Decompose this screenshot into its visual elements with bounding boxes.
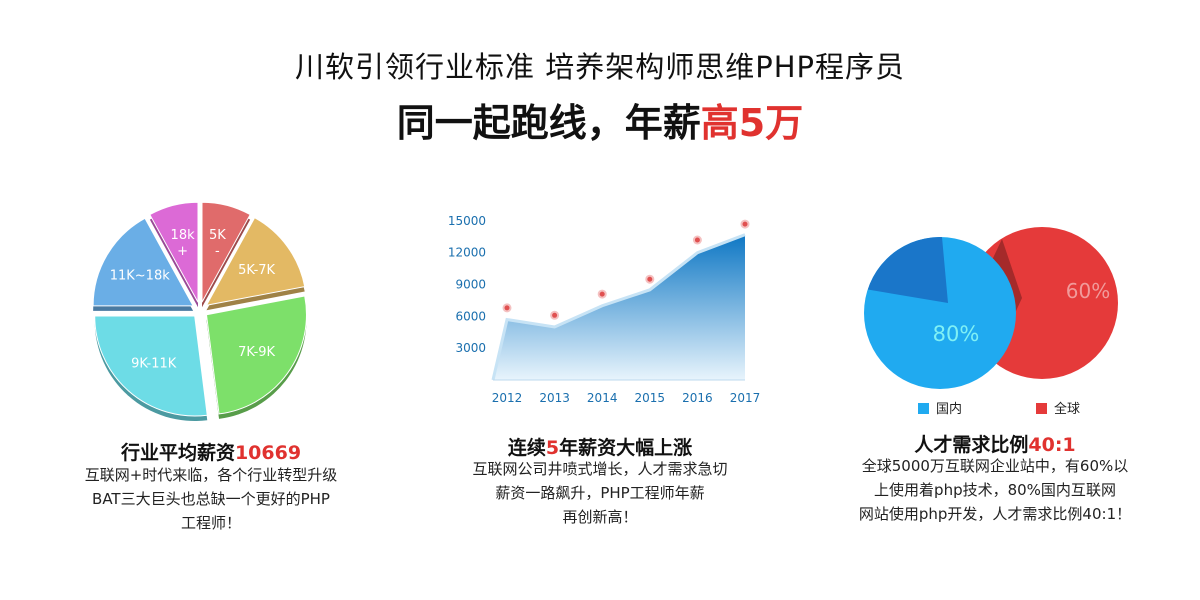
data-marker xyxy=(599,291,605,297)
x-tick-label: 2012 xyxy=(492,391,523,405)
pie-slice-label: 18k + xyxy=(171,228,196,259)
demand-title: 人才需求比例40:1 xyxy=(805,430,1185,457)
demand-title-text: 人才需求比例 xyxy=(914,434,1029,456)
subtitle-text: 同一起跑线，年薪 xyxy=(396,101,701,145)
salary-growth-chart: 3000 6000 9000 12000 15000 2012 2013 2014 2015 20… xyxy=(448,214,760,405)
pie-global-label: 60% xyxy=(1066,279,1110,303)
y-tick-label: 3000 xyxy=(455,341,486,355)
demand-description: 全球5000万互联网企业站中，有60%以 上使用着php技术，80%国内互联网 … xyxy=(858,457,1132,523)
legend-label-global: 全球 xyxy=(1054,402,1081,417)
data-marker xyxy=(647,276,653,282)
area-series-line xyxy=(491,233,746,381)
pie-domestic-label: 80% xyxy=(933,322,980,346)
area-series xyxy=(493,234,745,380)
data-marker xyxy=(742,221,748,227)
legend-swatch-global xyxy=(1036,403,1047,414)
salary-title-value: 10669 xyxy=(234,442,302,464)
y-tick-label: 6000 xyxy=(455,309,486,323)
legend-label-domestic: 国内 xyxy=(936,402,963,417)
growth-title-highlight: 5 xyxy=(545,437,560,459)
pie-slice xyxy=(94,315,208,417)
pie-slice-label: 5K-7K xyxy=(238,263,275,278)
salary-title-text: 行业平均薪资 xyxy=(120,442,235,464)
pie-domestic-remainder xyxy=(867,237,948,303)
pie-slice xyxy=(205,216,306,306)
demand-pie-chart: 80% 60% xyxy=(864,227,1118,389)
x-tick-label: 2013 xyxy=(539,391,570,405)
y-tick-label: 12000 xyxy=(448,246,486,260)
legend-swatch-domestic xyxy=(918,403,929,414)
y-tick-label: 9000 xyxy=(455,278,486,292)
x-tick-label: 2017 xyxy=(730,391,760,405)
growth-title-prefix: 连续 xyxy=(507,437,546,459)
page-title: 川软引领行业标准 培养架构师思维PHP程序员 xyxy=(294,50,905,84)
demand-title-value: 40:1 xyxy=(1028,434,1076,456)
x-tick-label: 2015 xyxy=(635,391,666,405)
growth-title-suffix: 年薪资大幅上涨 xyxy=(559,437,693,459)
page-subtitle: 同一起跑线，年薪高5万 xyxy=(0,92,1200,147)
pie-slice-label: 7K-9K xyxy=(238,345,275,360)
pie-slice xyxy=(149,201,199,303)
growth-description: 互联网公司井喷式增长，人才需求急切 薪资一路飙升，PHP工程师年薪 再创新高！ xyxy=(472,460,728,526)
pie-slice xyxy=(205,295,307,415)
x-tick-label: 2016 xyxy=(682,391,713,405)
legend-item-global: 全球 xyxy=(1036,398,1080,417)
x-tick-label: 2014 xyxy=(587,391,618,405)
pie-slice-label: 9K-11K xyxy=(131,357,177,372)
pie-slice-label: 5K - xyxy=(209,228,226,259)
data-marker xyxy=(552,312,558,318)
data-marker xyxy=(694,237,700,243)
pie-slice-label: 11K~18k xyxy=(110,268,171,283)
legend-item-domestic: 国内 xyxy=(918,398,962,417)
salary-description: 互联网+时代来临，各个行业转型升级 BAT三大巨头也总缺一个更好的PHP 工程师… xyxy=(84,466,338,532)
pie-slice xyxy=(201,201,251,303)
data-marker xyxy=(504,305,510,311)
y-tick-label: 15000 xyxy=(448,214,486,228)
pie-slice xyxy=(92,217,194,307)
growth-title: 连续5年薪资大幅上涨 xyxy=(410,433,790,460)
subtitle-highlight: 高5万 xyxy=(700,101,804,145)
salary-title: 行业平均薪资10669 xyxy=(21,438,401,465)
